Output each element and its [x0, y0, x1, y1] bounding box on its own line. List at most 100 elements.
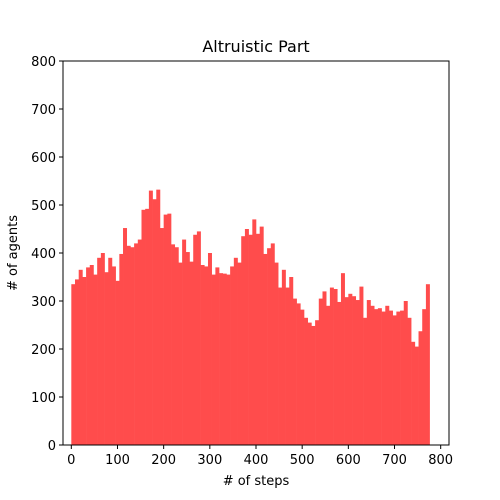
histogram-bar — [422, 309, 427, 445]
histogram-bar — [322, 291, 327, 445]
histogram-bar — [304, 317, 309, 445]
histogram-bar — [337, 301, 342, 445]
histogram-bar — [388, 310, 393, 445]
histogram-bar — [104, 272, 109, 445]
histogram-bar — [285, 287, 290, 445]
histogram-bar — [396, 311, 401, 445]
histogram-bar — [403, 301, 408, 445]
histogram-bar — [230, 266, 235, 445]
histogram-bar — [400, 310, 405, 445]
histogram-bar — [134, 243, 139, 445]
histogram-bar — [75, 279, 79, 445]
histogram-bar — [108, 257, 113, 445]
x-tick-label: 700 — [382, 453, 407, 468]
histogram-bar — [71, 284, 76, 445]
histogram-bar — [200, 265, 205, 445]
histogram-bar — [352, 296, 357, 445]
x-tick-label: 0 — [67, 453, 75, 468]
histogram-bar — [207, 253, 212, 445]
histogram-bar — [259, 226, 264, 445]
histogram-bar — [219, 273, 224, 445]
histogram-bar — [152, 199, 157, 445]
y-tick-label: 0 — [48, 439, 56, 454]
histogram-bar — [281, 269, 286, 445]
histogram-bar — [119, 253, 124, 445]
histogram-bar — [137, 239, 142, 445]
histogram-bar — [248, 234, 253, 445]
histogram-bar — [193, 234, 198, 445]
histogram-bar — [233, 257, 238, 445]
y-tick-label: 700 — [31, 103, 56, 118]
histogram-bar — [204, 266, 209, 445]
histogram-bar — [381, 311, 386, 445]
x-tick-label: 400 — [244, 453, 269, 468]
histogram-bar — [167, 213, 172, 445]
histogram-bar — [274, 262, 279, 445]
x-tick-label: 100 — [105, 453, 130, 468]
histogram-bar — [278, 287, 283, 445]
histogram-bar — [174, 247, 179, 445]
histogram-bar — [326, 305, 331, 445]
histogram-bar — [315, 320, 320, 445]
histogram-bar — [126, 245, 131, 445]
y-tick-label: 600 — [31, 151, 56, 166]
histogram-bar — [296, 303, 301, 445]
y-tick-label: 100 — [31, 391, 56, 406]
x-tick-label: 200 — [151, 453, 176, 468]
histogram-bar — [222, 273, 227, 445]
histogram-bar — [374, 309, 379, 445]
y-tick-label: 400 — [31, 247, 56, 262]
chart-title: Altruistic Part — [202, 37, 309, 56]
histogram-bar — [100, 253, 105, 445]
histogram-bar — [78, 269, 83, 445]
histogram-bar — [148, 190, 153, 445]
histogram-bar — [366, 300, 371, 445]
histogram-bar — [189, 261, 194, 445]
x-tick-label: 600 — [336, 453, 361, 468]
histogram-bar — [97, 257, 102, 445]
histogram-bar — [329, 287, 334, 445]
histogram-bar — [130, 247, 135, 445]
y-tick-label: 800 — [31, 55, 56, 70]
histogram-bar — [270, 243, 275, 445]
histogram-bar — [182, 239, 187, 445]
histogram-bar — [318, 298, 323, 445]
histogram-bar — [348, 293, 353, 445]
histogram-bar — [86, 267, 91, 445]
histogram-bar — [344, 297, 349, 445]
histogram-bar — [267, 248, 272, 445]
histogram-bar — [185, 252, 190, 445]
x-tick-label: 500 — [290, 453, 315, 468]
histogram-bar — [159, 228, 164, 445]
histogram-bar — [340, 273, 345, 445]
y-tick-label: 200 — [31, 343, 56, 358]
histogram-bar — [244, 229, 249, 445]
histogram-bar — [418, 331, 423, 445]
histogram-bar — [89, 265, 94, 445]
x-axis-title: # of steps — [223, 474, 290, 489]
histogram-bar — [211, 274, 216, 445]
x-tick-label: 300 — [197, 453, 222, 468]
histogram-bar — [178, 262, 183, 445]
x-axis-ticks: 0 100 200 300 400 500 600 700 800 — [67, 445, 453, 468]
histogram-bar — [115, 280, 120, 445]
histogram-bar — [156, 189, 161, 445]
histogram-bar — [355, 300, 360, 445]
x-tick-label: 800 — [428, 453, 453, 468]
histogram-bar — [123, 228, 128, 445]
histogram-bar — [141, 209, 146, 445]
histogram-bar — [252, 219, 257, 445]
histogram-bar — [411, 341, 416, 445]
histogram-bar — [307, 322, 312, 445]
histogram-bar — [237, 262, 242, 445]
histogram-bar — [363, 317, 368, 445]
histogram-bar — [163, 214, 168, 445]
histogram-bar — [359, 286, 364, 445]
histogram-bar — [289, 277, 294, 445]
histogram-bar — [241, 236, 246, 445]
histogram-bar — [145, 208, 150, 445]
y-axis-ticks: 0 100 200 300 400 500 600 700 800 — [31, 55, 63, 454]
histogram-bar — [333, 289, 338, 445]
histogram-bar — [196, 231, 201, 445]
